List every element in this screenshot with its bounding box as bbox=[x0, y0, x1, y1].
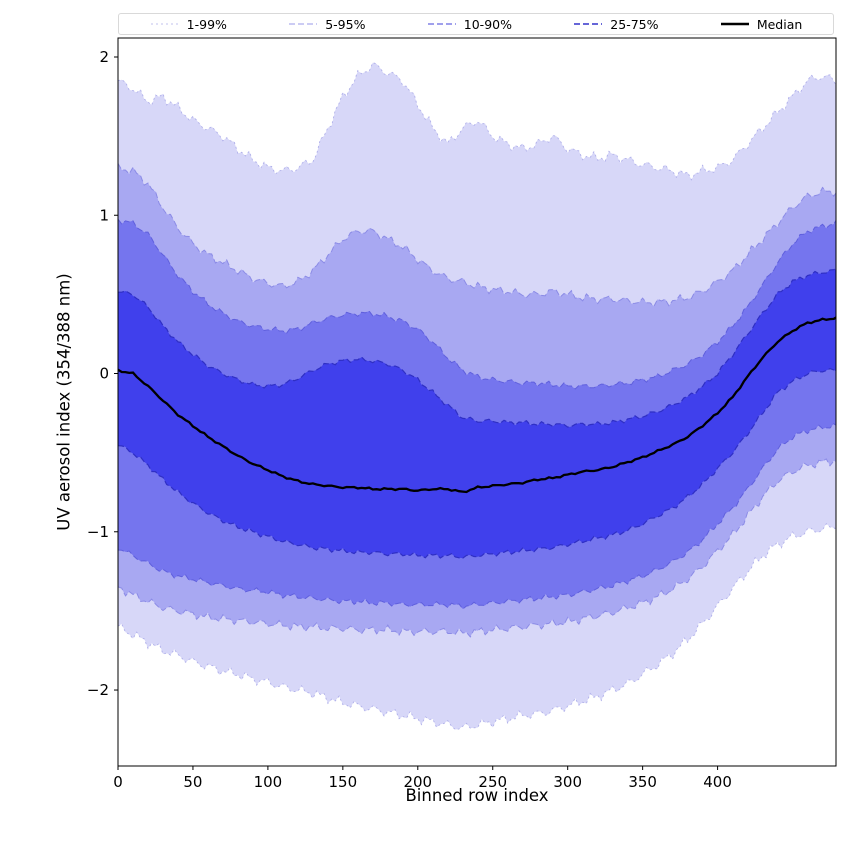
y-axis-label: UV aerosol index (354/388 nm) bbox=[54, 273, 74, 531]
x-tick-label: 0 bbox=[113, 773, 123, 791]
legend: 1-99% 5-95% 10-90% 25-75% Median bbox=[118, 13, 834, 35]
x-tick-label: 400 bbox=[703, 773, 732, 791]
legend-line-sample bbox=[150, 23, 179, 25]
y-tick-label: −2 bbox=[87, 681, 109, 699]
percentile-line-p99 bbox=[118, 62, 836, 181]
legend-label: 10-90% bbox=[463, 16, 512, 32]
legend-label: 1-99% bbox=[186, 16, 227, 32]
percentile-line-p75 bbox=[118, 268, 836, 428]
legend-line-sample bbox=[427, 23, 456, 25]
legend-entry-5-95-: 5-95% bbox=[288, 17, 365, 32]
legend-entry-median: Median bbox=[720, 17, 802, 32]
band-25-75% bbox=[118, 269, 836, 559]
x-tick-label: 250 bbox=[478, 773, 507, 791]
y-tick-label: 1 bbox=[99, 206, 109, 224]
legend-label: 25-75% bbox=[610, 16, 659, 32]
percentile-line-p95 bbox=[118, 163, 836, 308]
legend-line-sample bbox=[574, 23, 603, 25]
x-tick-label: 100 bbox=[254, 773, 283, 791]
x-tick-label: 150 bbox=[329, 773, 358, 791]
legend-label: Median bbox=[756, 16, 803, 32]
legend-label: 5-95% bbox=[325, 16, 366, 32]
axes-frame bbox=[117, 37, 837, 767]
median-line bbox=[118, 316, 836, 494]
legend-line-sample bbox=[720, 22, 749, 26]
legend-entry-10-90-: 10-90% bbox=[427, 17, 512, 32]
legend-entry-25-75-: 25-75% bbox=[573, 16, 659, 32]
percentile-line-p5 bbox=[118, 458, 836, 638]
x-axis-label: Binned row index bbox=[405, 786, 549, 805]
legend-line-sample bbox=[289, 23, 318, 25]
percentile-line-p25 bbox=[118, 367, 836, 559]
y-tick-label: −1 bbox=[87, 523, 109, 541]
y-tick-label: 0 bbox=[99, 365, 109, 383]
percentile-line-p10 bbox=[118, 423, 836, 610]
x-tick-label: 350 bbox=[628, 773, 657, 791]
x-tick-label: 50 bbox=[183, 773, 202, 791]
x-tick-label: 200 bbox=[403, 773, 432, 791]
percentile-line-p90 bbox=[118, 218, 836, 390]
x-tick-label: 300 bbox=[553, 773, 582, 791]
y-tick-label: 2 bbox=[99, 48, 109, 66]
band-group bbox=[118, 62, 836, 730]
legend-entry-1-99-: 1-99% bbox=[150, 17, 227, 32]
